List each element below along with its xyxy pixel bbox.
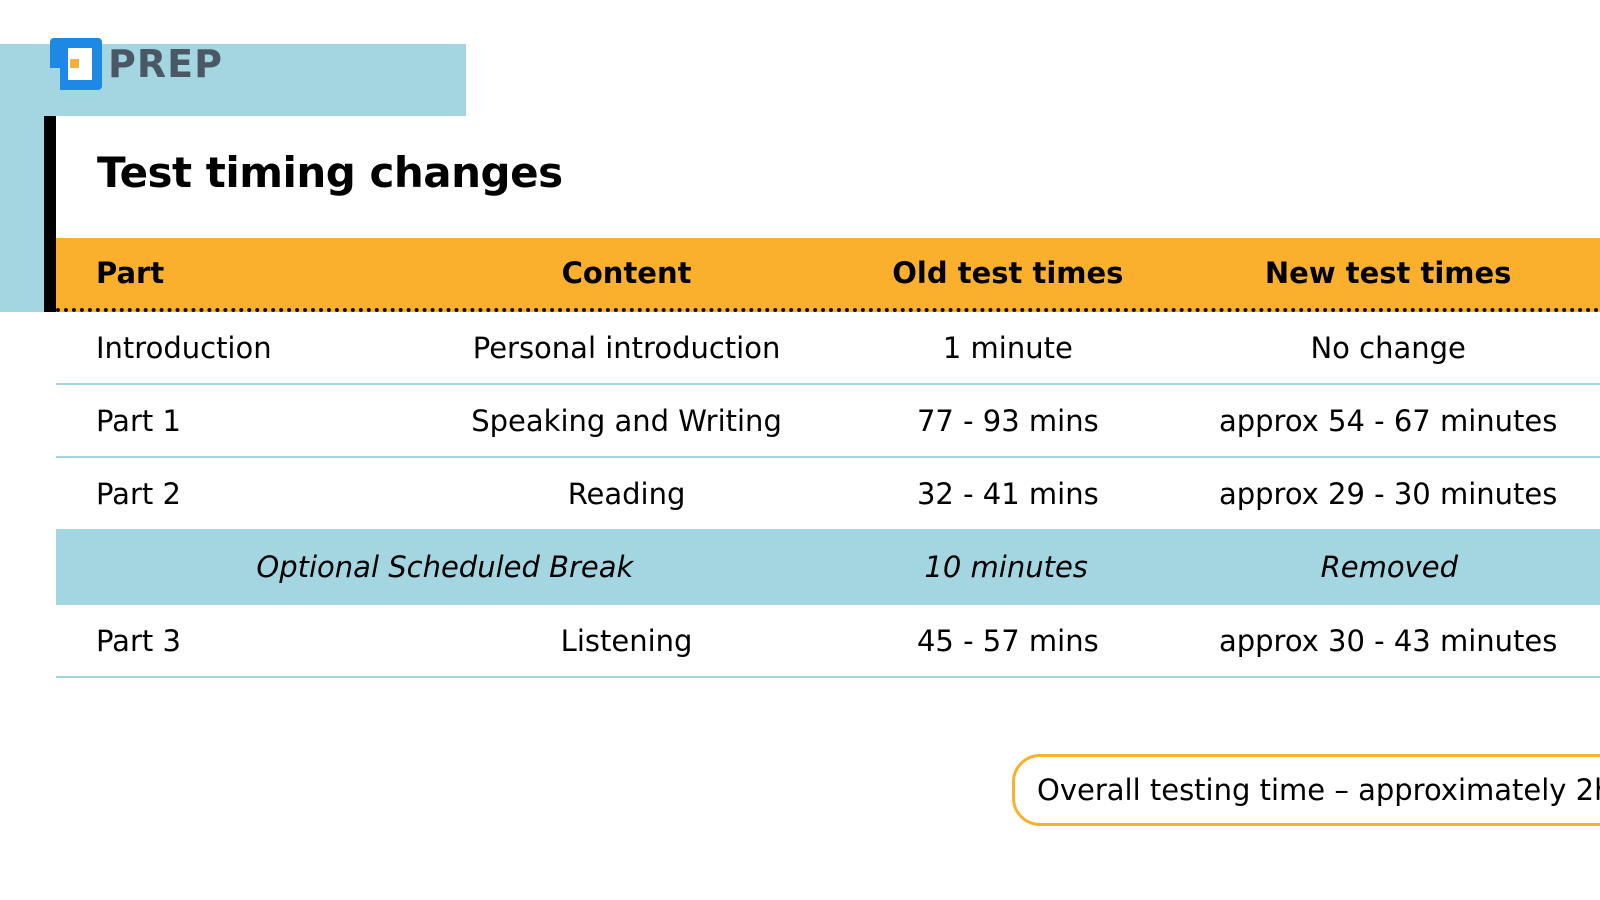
header-old-times: Old test times	[892, 256, 1124, 290]
logo-text: PREP	[108, 42, 223, 86]
break-old-time: 10 minutes	[924, 550, 1088, 584]
cell-old-time: 32 - 41 mins	[916, 476, 1099, 511]
cell-new-time: approx 54 - 67 minutes	[1218, 403, 1558, 438]
overall-time-text: Overall testing time – approximately 2hr…	[1037, 773, 1600, 807]
break-new-time: Removed	[1320, 550, 1458, 584]
table-row: Part 1 Speaking and Writing 77 - 93 mins…	[56, 385, 1600, 458]
break-label: Optional Scheduled Break	[256, 550, 634, 584]
break-row: Optional Scheduled Break 10 minutes Remo…	[56, 529, 1600, 605]
cell-part: Part 3	[96, 623, 181, 658]
cell-part: Part 1	[96, 403, 181, 438]
prep-logo: PREP	[50, 38, 223, 90]
table-header-row: Part Content Old test times New test tim…	[56, 238, 1600, 312]
table-row: Introduction Personal introduction 1 min…	[56, 312, 1600, 385]
cell-new-time: approx 30 - 43 minutes	[1218, 623, 1558, 658]
table-row: Part 3 Listening 45 - 57 mins approx 30 …	[56, 605, 1600, 678]
cell-old-time: 77 - 93 mins	[916, 403, 1099, 438]
cell-content: Reading	[567, 476, 686, 511]
header-part: Part	[96, 256, 165, 290]
cell-content: Speaking and Writing	[471, 403, 782, 438]
side-band	[0, 116, 46, 312]
prep-logo-icon	[50, 38, 102, 90]
cell-old-time: 1 minute	[942, 330, 1073, 365]
cell-part: Part 2	[96, 476, 181, 511]
cell-content: Personal introduction	[472, 330, 781, 365]
cell-content: Listening	[560, 623, 693, 658]
header-content: Content	[561, 256, 692, 290]
cell-old-time: 45 - 57 mins	[916, 623, 1099, 658]
page-title: Test timing changes	[97, 148, 563, 197]
title-accent-bar	[44, 116, 56, 312]
table-row: Part 2 Reading 32 - 41 mins approx 29 - …	[56, 458, 1600, 529]
header-new-times: New test times	[1264, 256, 1512, 290]
cell-new-time: No change	[1310, 330, 1466, 365]
cell-part: Introduction	[96, 330, 272, 365]
cell-new-time: approx 29 - 30 minutes	[1218, 476, 1558, 511]
overall-time-callout: Overall testing time – approximately 2hr…	[1012, 754, 1600, 826]
timing-table: Part Content Old test times New test tim…	[56, 238, 1600, 678]
